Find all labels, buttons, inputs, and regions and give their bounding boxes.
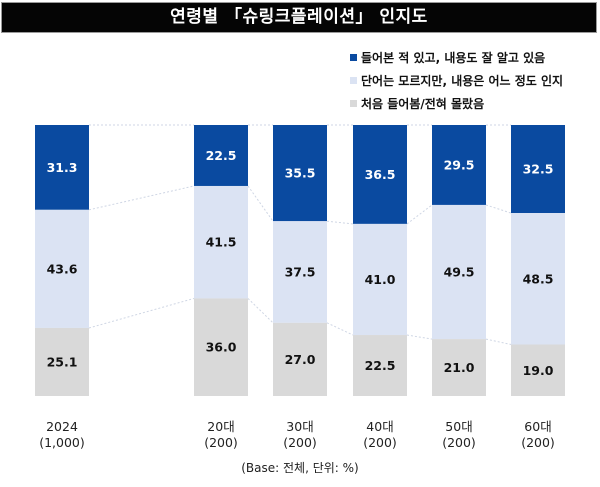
data-label: 31.3 [47,160,78,175]
category-label: 50대 [445,419,472,434]
connector-line [326,220,354,225]
bar-segment [35,209,89,328]
bar-segment [511,344,565,396]
data-label: 41.5 [206,235,237,250]
chart-title: 연령별 「슈링크플레이션」 인지도 [1,2,597,33]
category-base-label: (200) [204,435,238,450]
data-label: 49.5 [444,265,475,280]
bar-segment [35,125,89,210]
data-label: 36.5 [365,167,396,182]
bar-group-3: 36.5 41.0 22.5 40대(200) [353,125,407,450]
data-label: 27.0 [285,352,316,367]
legend: 들어본 적 있고, 내용도 잘 알고 있음 단어는 모르지만, 내용은 어느 정… [350,46,563,115]
footnote: (Base: 전체, 단위: %) [241,461,359,475]
legend-item-unaware: 처음 들어봄/전혀 몰랐음 [350,92,563,115]
data-label: 43.6 [47,261,78,276]
category-base-label: (200) [363,435,397,450]
data-label: 37.5 [285,265,316,280]
data-label: 25.1 [47,354,78,369]
bar-segment [273,322,327,396]
bar-group-5: 32.5 48.5 19.0 60대(200) [511,125,565,450]
bar-segment [511,125,565,214]
bar-segment [35,327,89,396]
data-label: 41.0 [365,272,396,287]
legend-swatch-aware [350,54,357,61]
legend-swatch-partial [350,77,357,84]
category-label: 30대 [286,419,313,434]
connector-line [326,322,354,336]
bar-segment [432,339,486,396]
connector-line [406,334,433,340]
bar-segment [353,125,407,224]
bar-group-0: 31.3 43.6 25.1 2024(1,000) [35,125,89,450]
connector-line [247,298,274,324]
legend-item-partial: 단어는 모르지만, 내용은 어느 정도 인지 [350,69,563,92]
data-label: 22.5 [206,148,237,163]
bar-segment [273,221,327,323]
bar-segment [194,185,248,299]
data-label: 22.5 [365,358,396,373]
legend-label-unaware: 처음 들어봄/전혀 몰랐음 [361,97,485,111]
bar-segment [273,125,327,222]
bar-group-1: 22.5 41.5 36.0 20대(200) [194,125,248,450]
data-label: 19.0 [523,363,554,378]
connector-lines [88,124,512,345]
bar-segment [353,223,407,336]
connector-line [88,297,195,329]
bar-group-4: 29.5 49.5 21.0 50대(200) [432,125,486,450]
data-label: 36.0 [206,340,237,355]
category-label: 20대 [207,419,234,434]
connector-line [247,185,274,222]
legend-label-aware: 들어본 적 있고, 내용도 잘 알고 있음 [361,51,546,65]
bar-segment [432,125,486,205]
connector-line [485,204,512,214]
bar-segment [511,213,565,345]
data-label: 29.5 [444,157,475,172]
data-label: 21.0 [444,360,475,375]
data-label: 48.5 [523,271,554,286]
category-base-label: (200) [521,435,555,450]
category-base-label: (200) [283,435,317,450]
legend-swatch-unaware [350,100,357,107]
category-base-label: (200) [442,435,476,450]
connector-line [485,338,512,345]
category-label: 60대 [524,419,551,434]
legend-item-aware: 들어본 적 있고, 내용도 잘 알고 있음 [350,46,563,69]
bar-segment [353,335,407,396]
bar-segment [194,125,248,186]
bar-segment [432,204,486,340]
data-label: 32.5 [523,162,554,177]
bar-segment [194,298,248,396]
connector-line [406,204,433,225]
category-label: 2024 [46,419,78,434]
data-label: 35.5 [285,166,316,181]
category-base-label: (1,000) [39,435,85,450]
bar-group-2: 35.5 37.5 27.0 30대(200) [273,125,327,450]
legend-label-partial: 단어는 모르지만, 내용은 어느 정도 인지 [361,74,564,88]
category-label: 40대 [366,419,393,434]
connector-line [88,185,195,211]
